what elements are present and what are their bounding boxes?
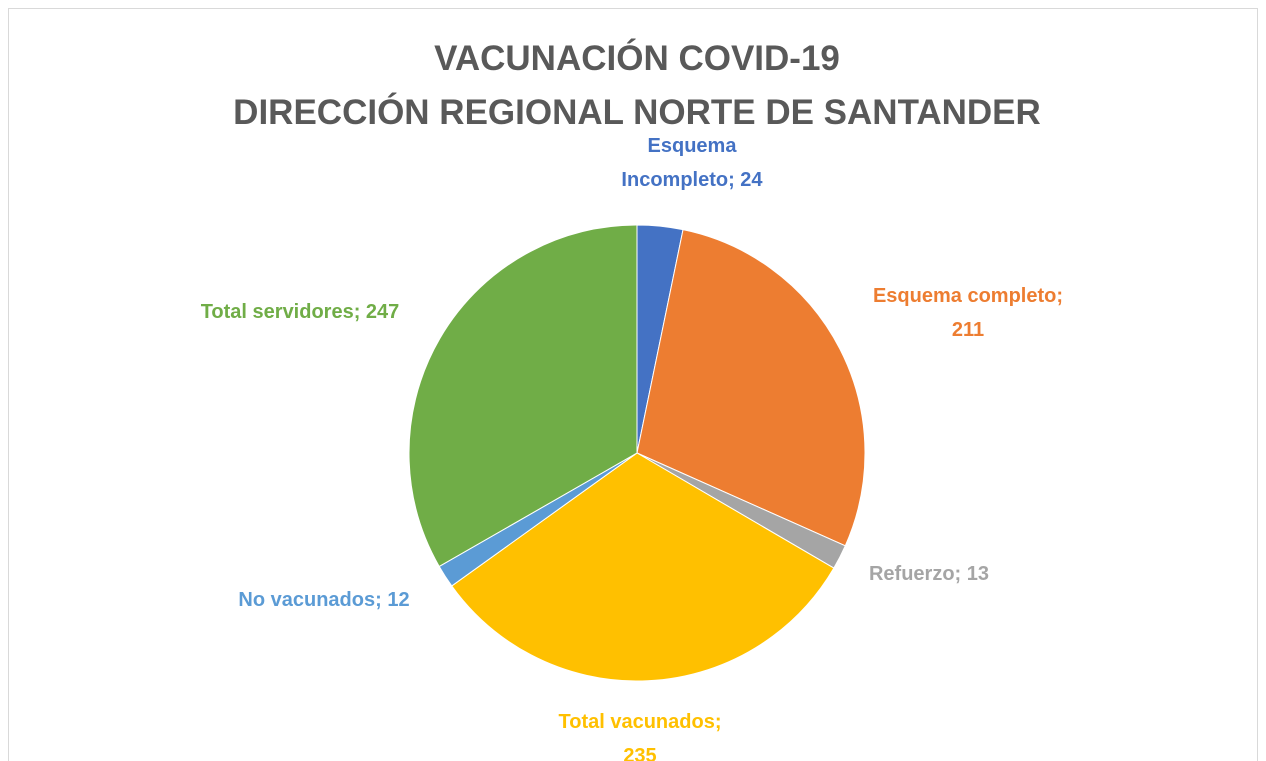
chart-subtitle: DIRECCIÓN REGIONAL NORTE DE SANTANDER: [233, 92, 1041, 132]
pie-slice: [636, 229, 866, 547]
data-label: Esquema Incompleto; 24: [621, 135, 763, 191]
pie-slice: [451, 452, 835, 682]
data-label: Total servidores; 247: [201, 301, 400, 323]
chart-title: VACUNACIÓN COVID-19: [434, 38, 840, 78]
data-label: Total vacunados; 235: [559, 711, 722, 761]
data-label: No vacunados; 12: [238, 589, 409, 611]
pie-slice: [408, 224, 638, 568]
data-label: Refuerzo; 13: [869, 563, 989, 585]
data-label: Esquema completo; 211: [873, 285, 1063, 341]
